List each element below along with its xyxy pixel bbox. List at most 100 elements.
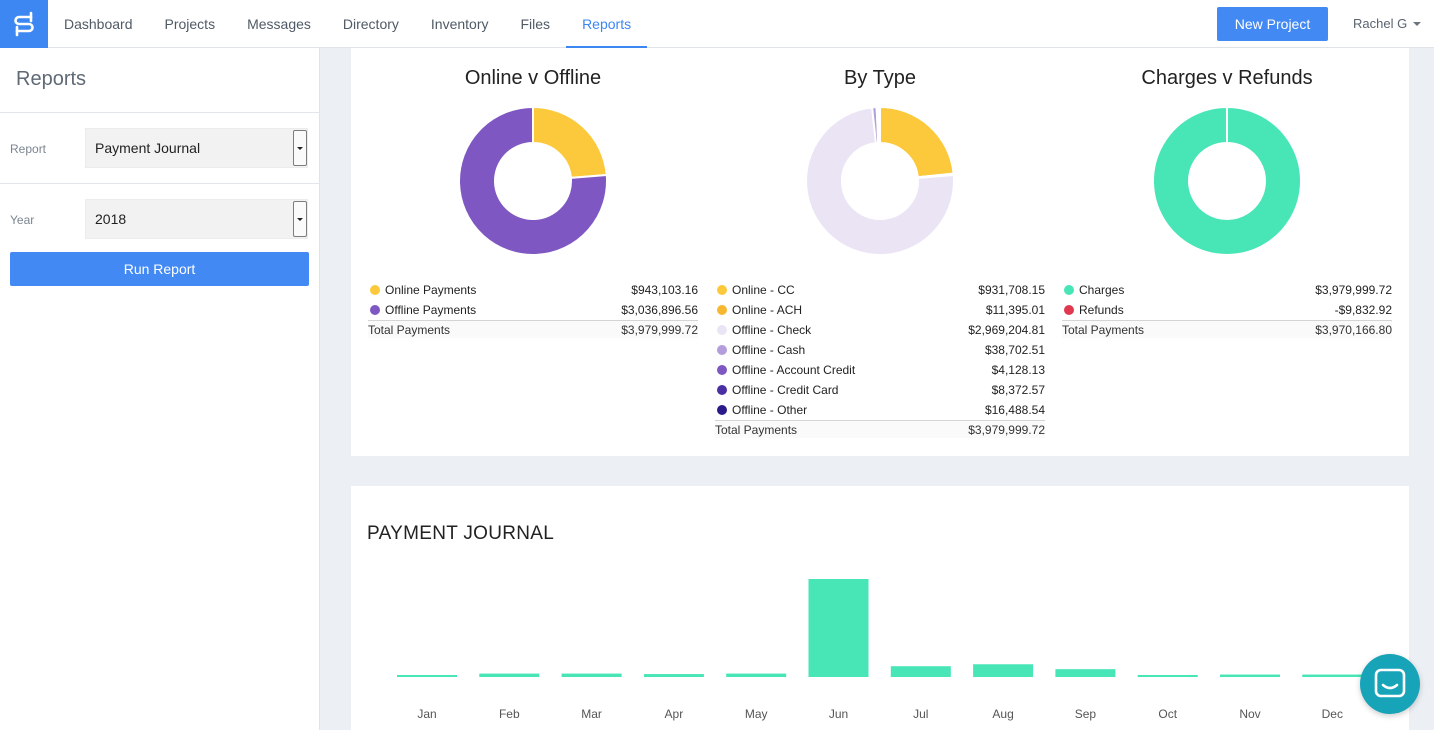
legend-item[interactable]: Online Payments $943,103.16 — [368, 280, 698, 300]
year-label: Year — [10, 213, 35, 227]
total-value: $3,970,166.80 — [1315, 322, 1392, 337]
pie-slice-online-payments[interactable] — [532, 106, 608, 179]
donut-chart — [805, 106, 955, 256]
legend-label: Offline - Credit Card — [732, 383, 839, 397]
bar-may[interactable] — [726, 673, 787, 677]
legend-item[interactable]: Offline - Other $16,488.54 — [715, 400, 1045, 420]
legend-label: Online - ACH — [732, 303, 803, 317]
bar-dec[interactable] — [1302, 674, 1363, 677]
legend-value: $943,103.16 — [631, 283, 698, 297]
report-select-value: Payment Journal — [95, 140, 201, 156]
bar-oct[interactable] — [1137, 675, 1198, 677]
divider — [0, 183, 320, 184]
top-navbar: Dashboard Projects Messages Directory In… — [0, 0, 1434, 48]
payment-journal-card: PAYMENT JOURNAL Jan Feb Mar Apr May Jun Jul Aug… — [351, 486, 1409, 730]
legend-value: -$9,832.92 — [1334, 303, 1392, 317]
bar-jan[interactable] — [397, 675, 457, 677]
x-tick-label: Mar — [581, 707, 602, 721]
total-value: $3,979,999.72 — [968, 422, 1045, 437]
legend-item[interactable]: Offline - Credit Card $8,372.57 — [715, 380, 1045, 400]
legend-item[interactable]: Offline - Check $2,969,204.81 — [715, 320, 1045, 340]
report-select[interactable]: Payment Journal — [85, 128, 308, 168]
user-name: Rachel G — [1353, 16, 1408, 31]
payment-journal-bar-chart: Jan Feb Mar Apr May Jun Jul Aug Sep Oct Nov Dec — [397, 579, 1363, 721]
pie-slice-offline-check[interactable] — [805, 106, 955, 256]
chart-title: Charges v Refunds — [1141, 67, 1313, 89]
legend-dot-icon — [717, 325, 727, 335]
run-report-button[interactable]: Run Report — [10, 252, 309, 286]
legend-label: Offline - Account Credit — [732, 363, 856, 377]
x-tick-label: Feb — [499, 707, 520, 721]
bar-apr[interactable] — [643, 674, 704, 677]
legend-value: $8,372.57 — [991, 383, 1045, 397]
legend-item[interactable]: Offline - Cash $38,702.51 — [715, 340, 1045, 360]
legend-label: Charges — [1079, 283, 1125, 297]
year-select-value: 2018 — [95, 211, 127, 227]
chevron-down-icon — [1413, 21, 1422, 26]
bar-jun[interactable] — [808, 579, 869, 677]
legend-label: Refunds — [1079, 303, 1124, 317]
legend-item[interactable]: Charges $3,979,999.72 — [1062, 280, 1392, 300]
chart-legend: Online - CC $931,708.15 Online - ACH $11,39… — [715, 280, 1045, 438]
bar-feb[interactable] — [479, 673, 540, 677]
select-arrow-icon[interactable] — [293, 201, 307, 237]
bar-mar[interactable] — [561, 673, 622, 677]
legend-dot-icon — [717, 385, 727, 395]
legend-value: $16,488.54 — [984, 403, 1045, 417]
legend-label: Offline - Other — [732, 403, 808, 417]
nav-dashboard[interactable]: Dashboard — [64, 16, 133, 32]
pie-slice-offline-payments[interactable] — [458, 106, 608, 256]
chat-launcher-button[interactable] — [1360, 654, 1420, 714]
journal-title: PAYMENT JOURNAL — [367, 523, 555, 544]
app-logo[interactable] — [0, 0, 48, 48]
legend-total-row: Total Payments $3,970,166.80 — [1062, 320, 1392, 338]
x-tick-label: May — [745, 707, 768, 721]
x-tick-label: Apr — [665, 707, 684, 721]
user-menu[interactable]: Rachel G — [1353, 16, 1422, 31]
nav-inventory[interactable]: Inventory — [430, 16, 489, 32]
legend-dot-icon — [1064, 285, 1074, 295]
legend-dot-icon — [717, 405, 727, 415]
legend-total-row: Total Payments $3,979,999.72 — [715, 420, 1045, 438]
legend-item[interactable]: Offline Payments $3,036,896.56 — [368, 300, 698, 320]
new-project-button[interactable]: New Project — [1217, 7, 1328, 41]
legend-label: Online Payments — [385, 283, 477, 297]
legend-item[interactable]: Refunds -$9,832.92 — [1062, 300, 1392, 320]
x-tick-label: Jun — [829, 707, 848, 721]
legend-item[interactable]: Online - CC $931,708.15 — [715, 280, 1045, 300]
x-tick-label: Aug — [992, 707, 1013, 721]
legend-dot-icon — [717, 365, 727, 375]
legend-label: Offline - Check — [732, 323, 812, 337]
legend-dot-icon — [370, 305, 380, 315]
x-tick-label: Oct — [1158, 707, 1177, 721]
nav-directory[interactable]: Directory — [342, 16, 399, 32]
pie-slice-offline-other[interactable] — [877, 106, 881, 145]
bar-sep[interactable] — [1055, 669, 1116, 677]
bar-nov[interactable] — [1220, 674, 1280, 677]
pie-slice-charges[interactable] — [1152, 106, 1302, 256]
nav-projects[interactable]: Projects — [164, 16, 216, 32]
legend-item[interactable]: Offline - Account Credit $4,128.13 — [715, 360, 1045, 380]
bar-jul[interactable] — [890, 666, 951, 677]
legend-dot-icon — [1064, 305, 1074, 315]
nav-files[interactable]: Files — [520, 16, 551, 32]
bar-aug[interactable] — [973, 664, 1034, 677]
chat-icon — [1374, 668, 1406, 698]
legend-value: $3,979,999.72 — [1315, 283, 1392, 297]
pie-slice-online-cc[interactable] — [879, 106, 955, 179]
nav-reports[interactable]: Reports — [566, 0, 648, 48]
legend-label: Online - CC — [732, 283, 795, 297]
summary-card: Online v Offline Online Payments $943,103… — [351, 48, 1409, 456]
legend-label: Offline Payments — [385, 303, 477, 317]
legend-item[interactable]: Online - ACH $11,395.01 — [715, 300, 1045, 320]
divider — [0, 112, 320, 113]
nav-messages[interactable]: Messages — [247, 16, 311, 32]
chart-legend: Online Payments $943,103.16 Offline Paymen… — [368, 280, 698, 338]
legend-value: $3,036,896.56 — [621, 303, 698, 317]
legend-value: $38,702.51 — [984, 343, 1045, 357]
chart-title: Online v Offline — [464, 67, 602, 89]
select-arrow-icon[interactable] — [293, 130, 307, 166]
year-select[interactable]: 2018 — [85, 199, 308, 239]
legend-label: Offline - Cash — [732, 343, 806, 357]
x-tick-label: Dec — [1322, 707, 1343, 721]
